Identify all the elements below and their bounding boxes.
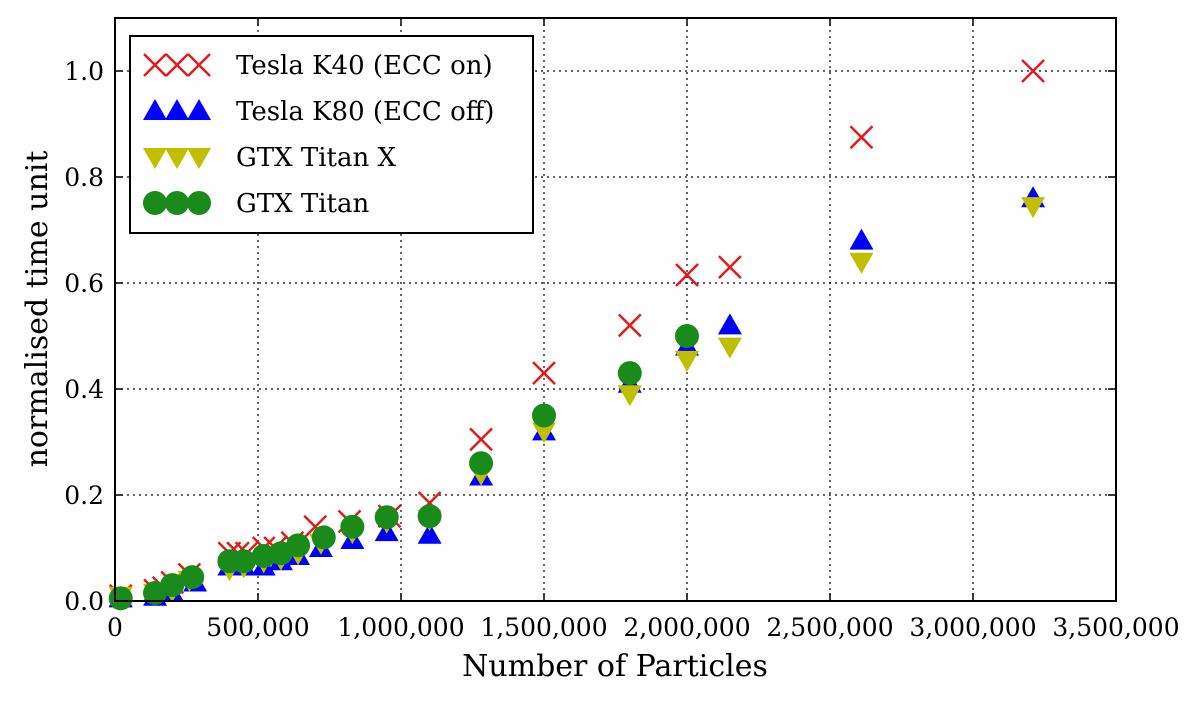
data-point	[231, 549, 256, 574]
legend-label: Tesla K80 (ECC off)	[236, 97, 494, 127]
x-tick-label: 0	[107, 613, 123, 642]
y-axis-title: normalised time unit	[20, 151, 55, 468]
data-point	[180, 565, 205, 590]
data-point	[108, 586, 133, 611]
data-point	[675, 263, 699, 287]
y-tick-label: 0.6	[64, 269, 104, 298]
legend-marker	[165, 191, 189, 215]
legend-marker	[143, 148, 167, 169]
x-tick-label: 1,500,000	[480, 613, 607, 642]
legend-label: GTX Titan X	[236, 143, 397, 173]
data-point	[469, 451, 494, 476]
data-point	[717, 337, 742, 359]
data-point	[532, 422, 556, 444]
y-tick-label: 0.2	[64, 481, 104, 510]
y-tick-label: 1.0	[64, 57, 104, 86]
x-tick-label: 2,500,000	[766, 613, 893, 642]
data-point	[617, 385, 642, 407]
legend-marker	[165, 53, 189, 77]
legend-marker	[143, 191, 167, 215]
data-point	[160, 573, 185, 598]
legend-marker	[143, 53, 167, 77]
y-tick-label: 0.8	[64, 163, 104, 192]
data-point	[849, 228, 874, 250]
legend-item: Tesla K80 (ECC off)	[143, 97, 494, 127]
x-tick-label: 500,000	[206, 613, 309, 642]
data-point	[374, 505, 399, 530]
data-point	[311, 525, 336, 550]
x-axis-title: Number of Particles	[462, 649, 768, 684]
data-point	[417, 522, 442, 544]
plot-area-frame	[114, 17, 1117, 602]
x-tick-label: 2,000,000	[623, 613, 750, 642]
legend-marker	[187, 99, 211, 120]
legend-item: GTX Titan	[143, 189, 369, 219]
y-tick-label: 0.0	[64, 587, 104, 616]
legend-marker	[165, 148, 189, 169]
data-point	[675, 324, 699, 348]
data-point	[417, 504, 442, 529]
x-tick-label: 3,500,000	[1052, 613, 1179, 642]
data-point	[1021, 59, 1045, 83]
legend-marker	[143, 99, 167, 120]
legend-item: Tesla K40 (ECC on)	[143, 51, 493, 81]
legend-marker	[187, 53, 211, 77]
legend: Tesla K40 (ECC on) Tesla K80 (ECC off) GTX…	[129, 35, 534, 234]
data-point	[849, 252, 874, 274]
data-point	[717, 313, 742, 335]
series-3	[108, 324, 699, 611]
legend-marker	[187, 191, 211, 215]
y-tick-label: 0.4	[64, 375, 104, 404]
data-point	[849, 125, 874, 150]
data-point	[532, 403, 556, 428]
data-point	[286, 533, 311, 558]
data-point	[617, 313, 642, 338]
data-point	[340, 514, 365, 539]
data-point	[718, 255, 742, 279]
x-tick-label: 3,000,000	[909, 613, 1036, 642]
data-point	[1021, 197, 1046, 219]
legend-label: Tesla K40 (ECC on)	[236, 51, 493, 81]
legend-marker	[165, 99, 189, 120]
data-point	[617, 361, 642, 386]
legend-marker	[187, 148, 211, 169]
axis-ticks: 0 500,000 1,000,000 1,500,000 2,000,000 2,500…	[64, 18, 1180, 642]
data-point	[675, 350, 699, 372]
series-2	[108, 197, 1046, 608]
series-1	[108, 186, 1046, 608]
legend-item: GTX Titan X	[143, 143, 397, 173]
data-point	[532, 361, 556, 385]
x-tick-label: 1,000,000	[337, 613, 464, 642]
data-point	[469, 427, 493, 452]
legend-label: GTX Titan	[236, 189, 369, 219]
